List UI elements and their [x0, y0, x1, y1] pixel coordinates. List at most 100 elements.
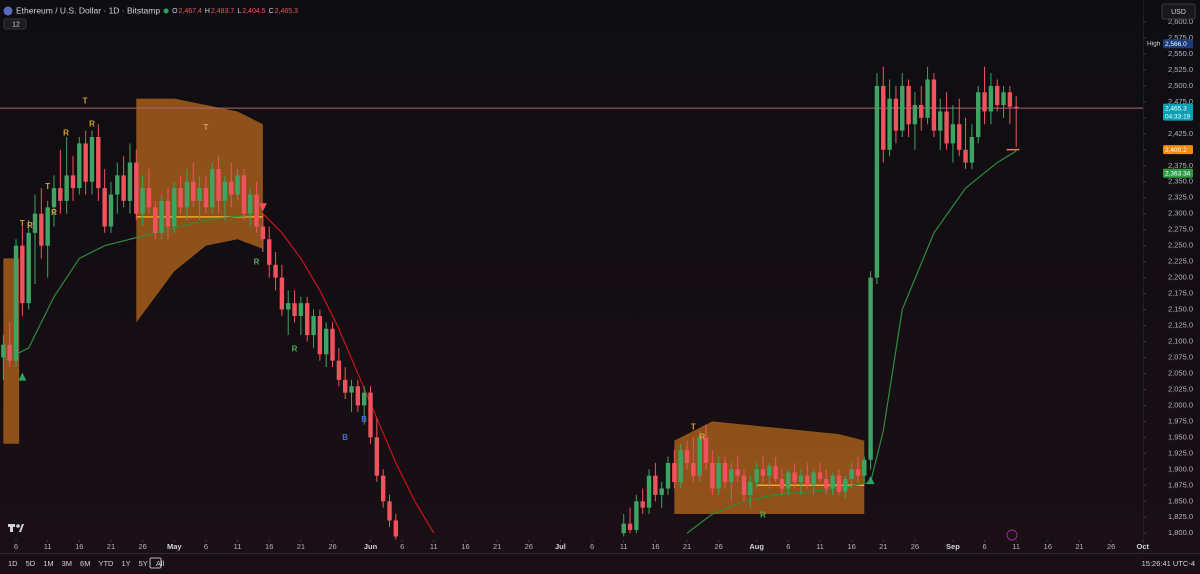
candle-body: [127, 162, 133, 201]
y-tick-label: 1,925.0: [1168, 448, 1193, 457]
candle-body: [336, 360, 342, 380]
candle-body: [7, 344, 12, 361]
candle-body: [380, 475, 386, 502]
range-button[interactable]: 1Y: [121, 559, 130, 568]
signal-label: R: [699, 432, 705, 441]
y-tick-label: 2,025.0: [1168, 384, 1193, 393]
signal-label: R: [760, 510, 766, 519]
clock: 15:26:41 UTC-4: [1142, 559, 1195, 568]
signal-label: B: [342, 433, 348, 442]
date-range-icon[interactable]: [149, 557, 162, 569]
signal-label: R: [89, 119, 95, 128]
currency-button[interactable]: [1161, 3, 1196, 20]
indicator-toggle[interactable]: [3, 18, 27, 30]
y-tick-label: 1,900.0: [1168, 464, 1193, 473]
price-badge-label: 2,566.0: [1165, 41, 1187, 48]
x-tick-label: 21: [1075, 542, 1083, 551]
candle-body: [684, 450, 690, 463]
candle-body: [868, 277, 873, 460]
candle-body: [697, 437, 702, 476]
ohlc-value: 2,467.4: [179, 8, 202, 15]
y-tick-label: 2,075.0: [1168, 352, 1193, 361]
signal-label: R: [292, 344, 298, 353]
x-tick-label: 11: [44, 542, 52, 551]
range-button[interactable]: 3M: [62, 559, 72, 568]
candle-body: [349, 386, 354, 393]
y-tick-label: 1,975.0: [1168, 416, 1193, 425]
candle-body: [305, 303, 310, 336]
candle-body: [887, 98, 892, 150]
badge-title: High: [1147, 40, 1161, 47]
candle-body: [89, 137, 95, 182]
ohlc-key: H: [205, 8, 210, 15]
candle-body: [849, 469, 854, 479]
candle-body: [387, 501, 392, 521]
range-button[interactable]: YTD: [98, 559, 114, 568]
candle-body: [982, 92, 987, 112]
candle-body: [235, 175, 240, 195]
currency-label[interactable]: USD: [1171, 9, 1186, 16]
range-button[interactable]: 5D: [26, 559, 36, 568]
x-tick-label: 11: [234, 542, 242, 551]
range-button[interactable]: 1M: [43, 559, 53, 568]
x-tick-label: 11: [816, 542, 824, 551]
candle-body: [995, 85, 1000, 106]
x-tick-label: 21: [297, 542, 305, 551]
x-tick-label: Oct: [1137, 542, 1150, 551]
x-tick-label: 26: [911, 542, 919, 551]
candle-body: [919, 105, 924, 118]
candle-body: [988, 85, 994, 112]
y-tick-label: 2,350.0: [1168, 177, 1193, 186]
candle-body: [298, 303, 304, 316]
range-button[interactable]: 1D: [8, 559, 18, 568]
y-tick-label: 1,875.0: [1168, 480, 1193, 489]
candle-body: [32, 213, 38, 233]
y-tick-label: 1,800.0: [1168, 528, 1193, 537]
x-tick-label: 6: [14, 542, 18, 551]
candle-body: [792, 472, 797, 483]
y-tick-label: 2,275.0: [1168, 225, 1193, 234]
candle-body: [355, 386, 361, 406]
candle-body: [1001, 92, 1006, 106]
x-tick-label: 16: [265, 542, 273, 551]
x-tick-label: 6: [400, 542, 404, 551]
signal-label: T: [203, 123, 208, 132]
indicator-count[interactable]: 12: [12, 21, 20, 28]
axes: 2,600.0 2,575.0 2,550.0 2,525.0 2,500.0 2,475…: [14, 17, 1193, 551]
price-badge: [1163, 39, 1193, 49]
x-tick-label: 21: [107, 542, 115, 551]
candle-body: [862, 459, 867, 476]
candle-body: [665, 462, 671, 489]
candle-body: [653, 475, 658, 495]
signal-label: T: [20, 219, 25, 228]
y-tick-label: 2,550.0: [1168, 49, 1193, 58]
price-badge-label: 2,363.34: [1165, 170, 1191, 177]
range-button[interactable]: 5Y: [139, 559, 148, 568]
candle-body: [830, 475, 835, 489]
y-tick-label: 2,525.0: [1168, 65, 1193, 74]
candle-body: [26, 232, 31, 304]
price-badge: [1163, 145, 1193, 155]
candle-body: [710, 462, 715, 489]
candle-body: [881, 85, 886, 150]
candle-body: [267, 239, 272, 265]
y-tick-label: 2,000.0: [1168, 400, 1193, 409]
candle-body: [767, 466, 772, 476]
candle-body: [178, 188, 183, 208]
candle-body: [134, 162, 139, 214]
ohlc-value: 2,465.3: [275, 8, 298, 15]
x-tick-label: 26: [715, 542, 723, 551]
x-tick-label: 16: [461, 542, 469, 551]
x-tick-label: 11: [620, 542, 628, 551]
candle-body: [741, 475, 747, 495]
alert-icon[interactable]: [1006, 529, 1018, 541]
candle-body: [197, 188, 202, 201]
signal-label: R: [254, 257, 260, 266]
range-button[interactable]: 6M: [80, 559, 90, 568]
ohlc-key: C: [269, 8, 274, 15]
candle-body: [760, 469, 766, 476]
range-button[interactable]: All: [156, 559, 165, 568]
candle-body: [640, 501, 645, 508]
